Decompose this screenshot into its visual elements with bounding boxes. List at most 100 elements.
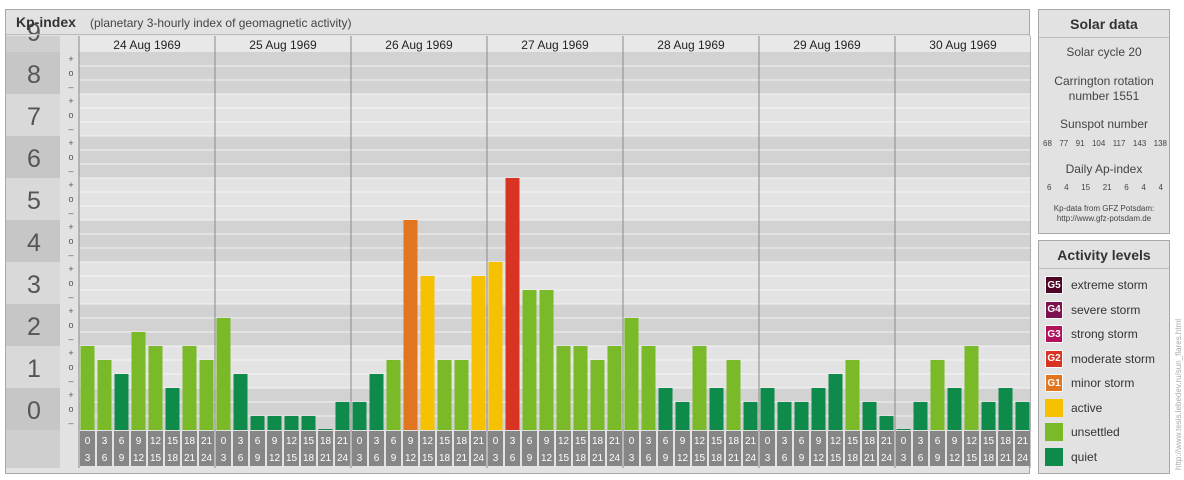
activity-level-label: moderate storm: [1071, 351, 1156, 366]
y-minor-tick-label: o: [68, 194, 73, 204]
source-link[interactable]: http://www.gfz-potsdam.de: [1056, 214, 1152, 223]
interval-box: [437, 431, 452, 466]
solar-data-panel: Solar data Solar cycle 20 Carrington rot…: [1038, 9, 1170, 234]
y-minor-tick-label: –: [68, 82, 73, 92]
y-minor-tick-label: –: [68, 376, 73, 386]
interval-box: [998, 431, 1013, 466]
ap-title: Daily Ap-index: [1065, 162, 1143, 176]
kp-chart-panel: 24 Aug 1969 25 Aug 1969 26 Aug 1969 27 Aug …: [5, 9, 1031, 474]
interval-box: [267, 431, 282, 466]
kp-bar: [505, 178, 520, 430]
interval-end-label: 21: [456, 453, 468, 464]
y-label-band: [6, 94, 60, 136]
kp-bar: [131, 332, 146, 430]
interval-start-label: 3: [782, 436, 788, 447]
interval-start-label: 6: [935, 436, 941, 447]
sunspot-value: 117: [1112, 139, 1126, 148]
interval-end-label: 3: [493, 453, 499, 464]
activity-level-item: G3 strong storm: [1045, 325, 1138, 343]
interval-start-label: 0: [493, 436, 499, 447]
interval-end-label: 24: [881, 453, 893, 464]
interval-start-label: 18: [184, 436, 196, 447]
y-minor-tick-label: +: [68, 54, 73, 64]
interval-start-label: 21: [473, 436, 485, 447]
kp-bar: [641, 346, 656, 430]
interval-end-label: 18: [439, 453, 451, 464]
kp-bar: [947, 388, 962, 430]
activity-level-swatch: [1045, 423, 1063, 441]
interval-start-label: 6: [255, 436, 261, 447]
kp-bar: [811, 388, 826, 430]
interval-start-label: 15: [847, 436, 859, 447]
watermark-text: http://www.tesis.lebedev.ru/sun_flares.h…: [1174, 319, 1183, 470]
kp-bar: [743, 401, 758, 430]
y-minor-tick-label: –: [68, 124, 73, 134]
day-label: 24 Aug 1969: [113, 38, 181, 52]
kp-bar: [284, 416, 299, 430]
kp-bar: [896, 429, 911, 430]
source-line1: Kp-data from GFZ Potsdam:: [1053, 204, 1155, 213]
y-minor-tick-label: o: [68, 68, 73, 78]
y-label-band: [6, 136, 60, 178]
activity-level-label: minor storm: [1071, 376, 1135, 390]
y-minor-tick-label: –: [68, 418, 73, 428]
kp-chart: 24 Aug 1969 25 Aug 1969 26 Aug 1969 27 Aug …: [6, 19, 1031, 468]
interval-box: [80, 431, 95, 466]
interval-end-label: 6: [646, 453, 652, 464]
interval-end-label: 3: [901, 453, 907, 464]
activity-level-label: quiet: [1071, 449, 1098, 464]
interval-start-label: 9: [544, 436, 550, 447]
day-label: 25 Aug 1969: [249, 38, 317, 52]
kp-bar: [1015, 401, 1030, 430]
activity-level-label: unsettled: [1071, 425, 1120, 439]
ap-value: 15: [1081, 183, 1091, 192]
y-minor-tick-label: +: [68, 306, 73, 316]
interval-start-label: 0: [85, 436, 91, 447]
activity-level-swatch: G1: [1045, 374, 1063, 392]
interval-box: [420, 431, 435, 466]
interval-box: [335, 431, 350, 466]
interval-box: [352, 431, 367, 466]
interval-end-label: 12: [133, 453, 145, 464]
interval-end-label: 3: [221, 453, 227, 464]
interval-box: [216, 431, 231, 466]
kp-bar: [760, 388, 775, 430]
kp-bar: [913, 401, 928, 430]
day-label: 30 Aug 1969: [929, 38, 997, 52]
y-minor-tick-label: o: [68, 152, 73, 162]
interval-start-label: 21: [745, 436, 757, 447]
activity-levels-panel: Activity levels G5 extreme storm G4 severe …: [1038, 240, 1170, 474]
interval-start-label: 15: [983, 436, 995, 447]
interval-start-label: 18: [456, 436, 468, 447]
interval-box: [1015, 431, 1030, 466]
kp-bar: [165, 388, 180, 430]
interval-start-label: 3: [374, 436, 380, 447]
interval-start-label: 12: [966, 436, 978, 447]
y-minor-tick-label: +: [68, 180, 73, 190]
interval-box: [913, 431, 928, 466]
interval-start-label: 3: [646, 436, 652, 447]
interval-box: [505, 431, 520, 466]
y-tick-label: 7: [27, 103, 41, 131]
sunspot-value: 77: [1059, 139, 1069, 148]
chart-title: Kp-index: [16, 14, 76, 30]
interval-box: [828, 431, 843, 466]
interval-start-label: 6: [391, 436, 397, 447]
interval-end-label: 21: [1000, 453, 1012, 464]
interval-end-label: 15: [150, 453, 162, 464]
interval-box: [658, 431, 673, 466]
interval-box: [403, 431, 418, 466]
interval-start-label: 15: [303, 436, 315, 447]
y-minor-tick-label: +: [68, 138, 73, 148]
activity-levels-title: Activity levels: [1039, 241, 1169, 269]
y-label-band: [6, 262, 60, 304]
interval-end-label: 18: [983, 453, 995, 464]
kp-bar: [250, 416, 265, 430]
activity-level-label: extreme storm: [1071, 278, 1148, 292]
interval-end-label: 6: [510, 453, 516, 464]
kp-bar: [556, 346, 571, 430]
interval-start-label: 18: [864, 436, 876, 447]
ap-value: 21: [1102, 183, 1112, 192]
interval-box: [862, 431, 877, 466]
interval-start-label: 0: [221, 436, 227, 447]
